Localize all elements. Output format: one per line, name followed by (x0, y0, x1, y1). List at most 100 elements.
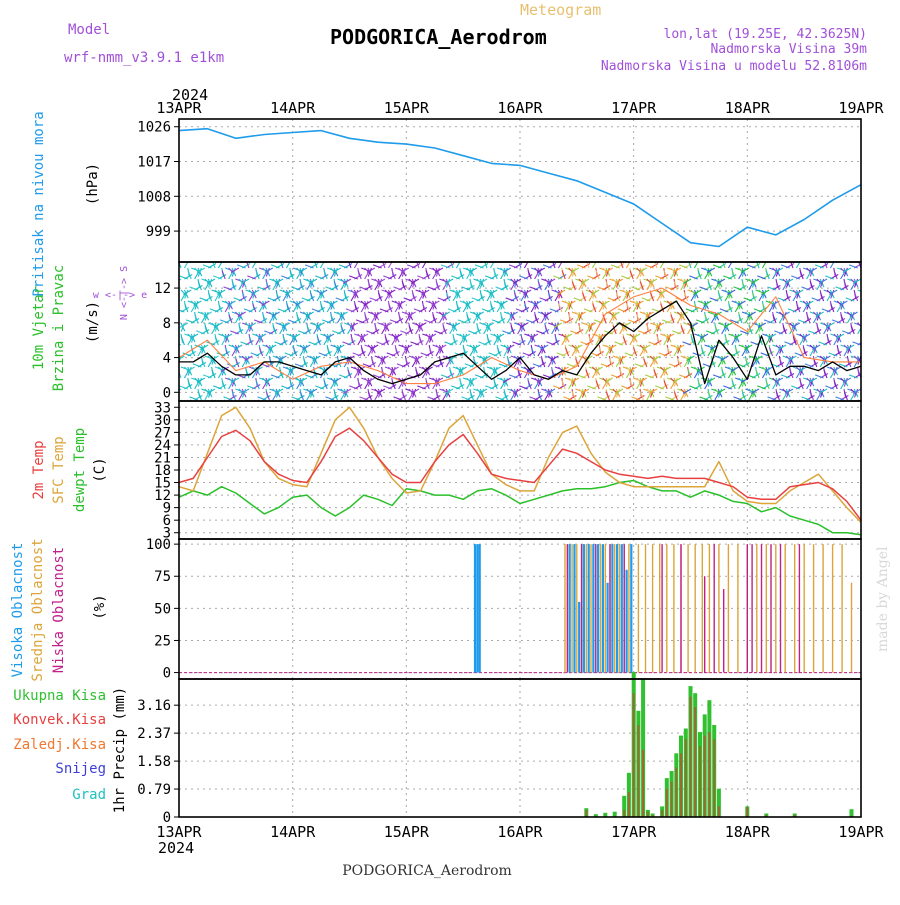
wind-arrow (445, 388, 451, 398)
wind-arrow (836, 333, 842, 343)
wind-arrow (362, 363, 372, 368)
wind-arrow (258, 333, 264, 343)
wind-arrow (608, 314, 615, 324)
wind-arrow (237, 311, 246, 317)
wind-arrow (490, 303, 495, 313)
wind-arrow (639, 347, 645, 357)
wind-arrow (751, 292, 757, 302)
wind-arrow (510, 325, 515, 335)
wind-arrow (621, 275, 630, 280)
wind-arrow (333, 281, 338, 291)
wind-arrow (588, 292, 594, 302)
wind-arrow (638, 377, 648, 383)
wind-arrow (796, 303, 801, 313)
temp-ytick-label: 30 (154, 413, 171, 429)
precip-total-bar (612, 811, 617, 817)
precip-conv-bar (637, 725, 640, 817)
wind-arrow (179, 309, 185, 313)
wind-arrow (598, 347, 604, 357)
wind-arrow (337, 344, 342, 354)
wind-arrow (281, 385, 290, 390)
wind-arrow (513, 278, 519, 288)
wind-arrow (299, 267, 304, 277)
wind-arrow (687, 369, 692, 379)
wind-arrow (648, 341, 658, 346)
wind-arrow (268, 314, 275, 324)
wind-arrow (483, 355, 488, 365)
wind-arrow (277, 308, 287, 313)
wind-arrow (278, 355, 287, 361)
wind-arrow (639, 281, 644, 291)
wind-arrow (238, 311, 243, 321)
wind-arrow (824, 262, 828, 269)
wind-arrow (364, 314, 369, 324)
wind-arrow (236, 264, 246, 269)
wind-arrow (833, 336, 839, 346)
wind-arrow (525, 319, 535, 324)
wind-arrow (347, 369, 352, 379)
wind-arrow (850, 325, 855, 335)
wind-arrow (299, 347, 305, 357)
wind-arrow (602, 270, 608, 280)
wind-arrow (857, 289, 861, 292)
wind-arrow (641, 297, 651, 302)
wind-arrow (330, 380, 336, 390)
wind-arrow (308, 388, 318, 394)
cloud-ytick-label: 100 (146, 537, 171, 553)
wind-arrow (529, 333, 539, 339)
wind-arrow (639, 267, 644, 277)
wind-arrow (785, 388, 791, 398)
wind-arrow (192, 363, 202, 368)
wind-arrow (503, 377, 508, 387)
wind-arrow (326, 303, 333, 313)
wind-arrow (282, 336, 287, 346)
wind-arrow (604, 267, 614, 273)
wind-arrow (795, 369, 802, 379)
wind-arrow (415, 369, 420, 379)
wind-arrow (247, 275, 256, 280)
wind-arrow (745, 344, 750, 354)
wind-arrow (308, 278, 318, 284)
wind-arrow (777, 297, 787, 302)
wind-arrow (544, 391, 550, 401)
wind-arrow (421, 262, 427, 269)
wind-arrow (703, 300, 712, 306)
wind-arrow (408, 281, 414, 291)
wind-arrow (209, 308, 219, 313)
model-name: wrf-nmm_v3.9.1 e1km (64, 50, 224, 66)
wind-arrow (615, 358, 622, 368)
temp-ylabel-sfc: SFC Temp (51, 436, 67, 503)
wind-arrow (833, 270, 838, 280)
wind-arrow (369, 297, 379, 302)
wind-arrow (792, 322, 797, 332)
wind-arrow (483, 325, 489, 335)
wind-arrow (738, 300, 743, 310)
wind-arrow (816, 391, 822, 401)
wind-arrow (672, 330, 681, 335)
wind-arrow (584, 355, 593, 361)
wind-arrow (816, 311, 821, 321)
wind-arrow (469, 391, 474, 401)
wind-arrow (673, 377, 678, 387)
wind-arrow (320, 303, 325, 313)
wind-arrow (594, 366, 603, 372)
year-label-top: 2024 (172, 86, 208, 104)
wind-arrow (445, 278, 451, 288)
wind-arrow (686, 355, 695, 361)
wind-arrow (298, 330, 307, 335)
wind-arrow (612, 391, 618, 401)
precip-total-bar (849, 809, 854, 817)
wind-arrow (625, 369, 632, 379)
wind-arrow (534, 270, 540, 280)
wind-arrow (381, 325, 387, 335)
wind-arrow (482, 355, 491, 361)
wind-arrow (775, 267, 780, 277)
wind-arrow (432, 300, 437, 310)
wind-arrow (428, 303, 435, 313)
wind-arrow (731, 380, 736, 390)
wind-arrow (258, 347, 264, 357)
wind-arrow (435, 267, 440, 277)
wind-arrow (707, 281, 712, 291)
wind-arrow (207, 358, 214, 368)
